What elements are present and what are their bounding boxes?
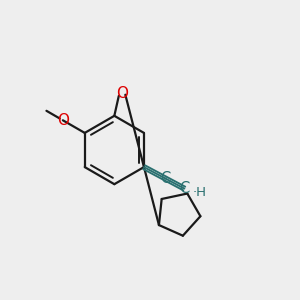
Text: C: C	[179, 181, 190, 196]
Text: C: C	[160, 171, 171, 186]
Text: O: O	[116, 86, 128, 101]
Text: ·H: ·H	[193, 186, 207, 199]
Text: O: O	[57, 113, 69, 128]
